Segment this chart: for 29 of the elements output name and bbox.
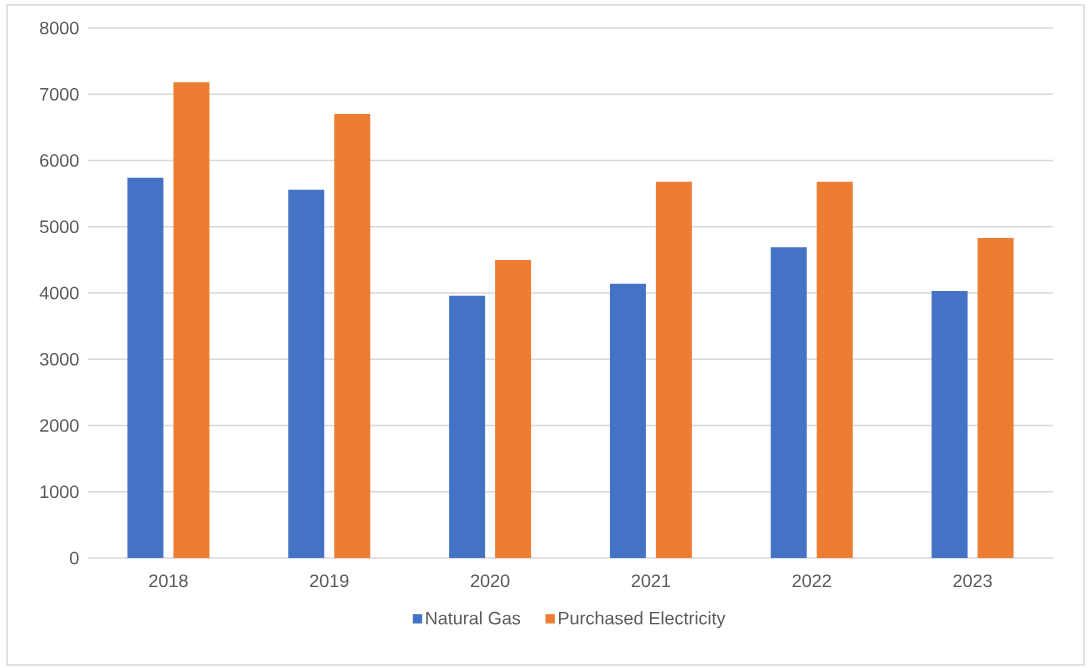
bar <box>609 283 646 558</box>
y-tick-label: 6000 <box>40 154 79 167</box>
bar <box>977 238 1014 558</box>
legend-label: Purchased Electricity <box>558 611 726 629</box>
x-tick-label: 2019 <box>310 574 349 588</box>
bar <box>655 181 692 558</box>
y-tick-label: 2000 <box>40 419 79 432</box>
x-tick-label: 2020 <box>470 574 510 588</box>
bar <box>173 82 210 558</box>
bar <box>770 247 807 558</box>
y-tick-label: 5000 <box>39 220 79 234</box>
x-tick-label: 2022 <box>792 574 831 588</box>
bar <box>334 114 371 558</box>
y-tick-label: 0 <box>69 551 79 565</box>
bar <box>449 295 486 558</box>
y-tick-label: 8000 <box>40 21 79 35</box>
y-tick-label: 4000 <box>39 286 79 300</box>
x-tick-label: 2023 <box>953 574 992 588</box>
x-tick-label: 2018 <box>149 574 188 588</box>
bar <box>931 291 968 558</box>
legend-label: Natural Gas <box>426 611 521 625</box>
bar <box>495 259 532 558</box>
y-tick-label: 3000 <box>39 352 79 366</box>
y-tick-label: 7000 <box>40 87 79 101</box>
bar <box>288 189 325 558</box>
x-tick-label: 2021 <box>631 574 671 588</box>
bar <box>127 177 164 558</box>
y-tick-label: 1000 <box>40 485 79 499</box>
bar <box>816 181 853 558</box>
